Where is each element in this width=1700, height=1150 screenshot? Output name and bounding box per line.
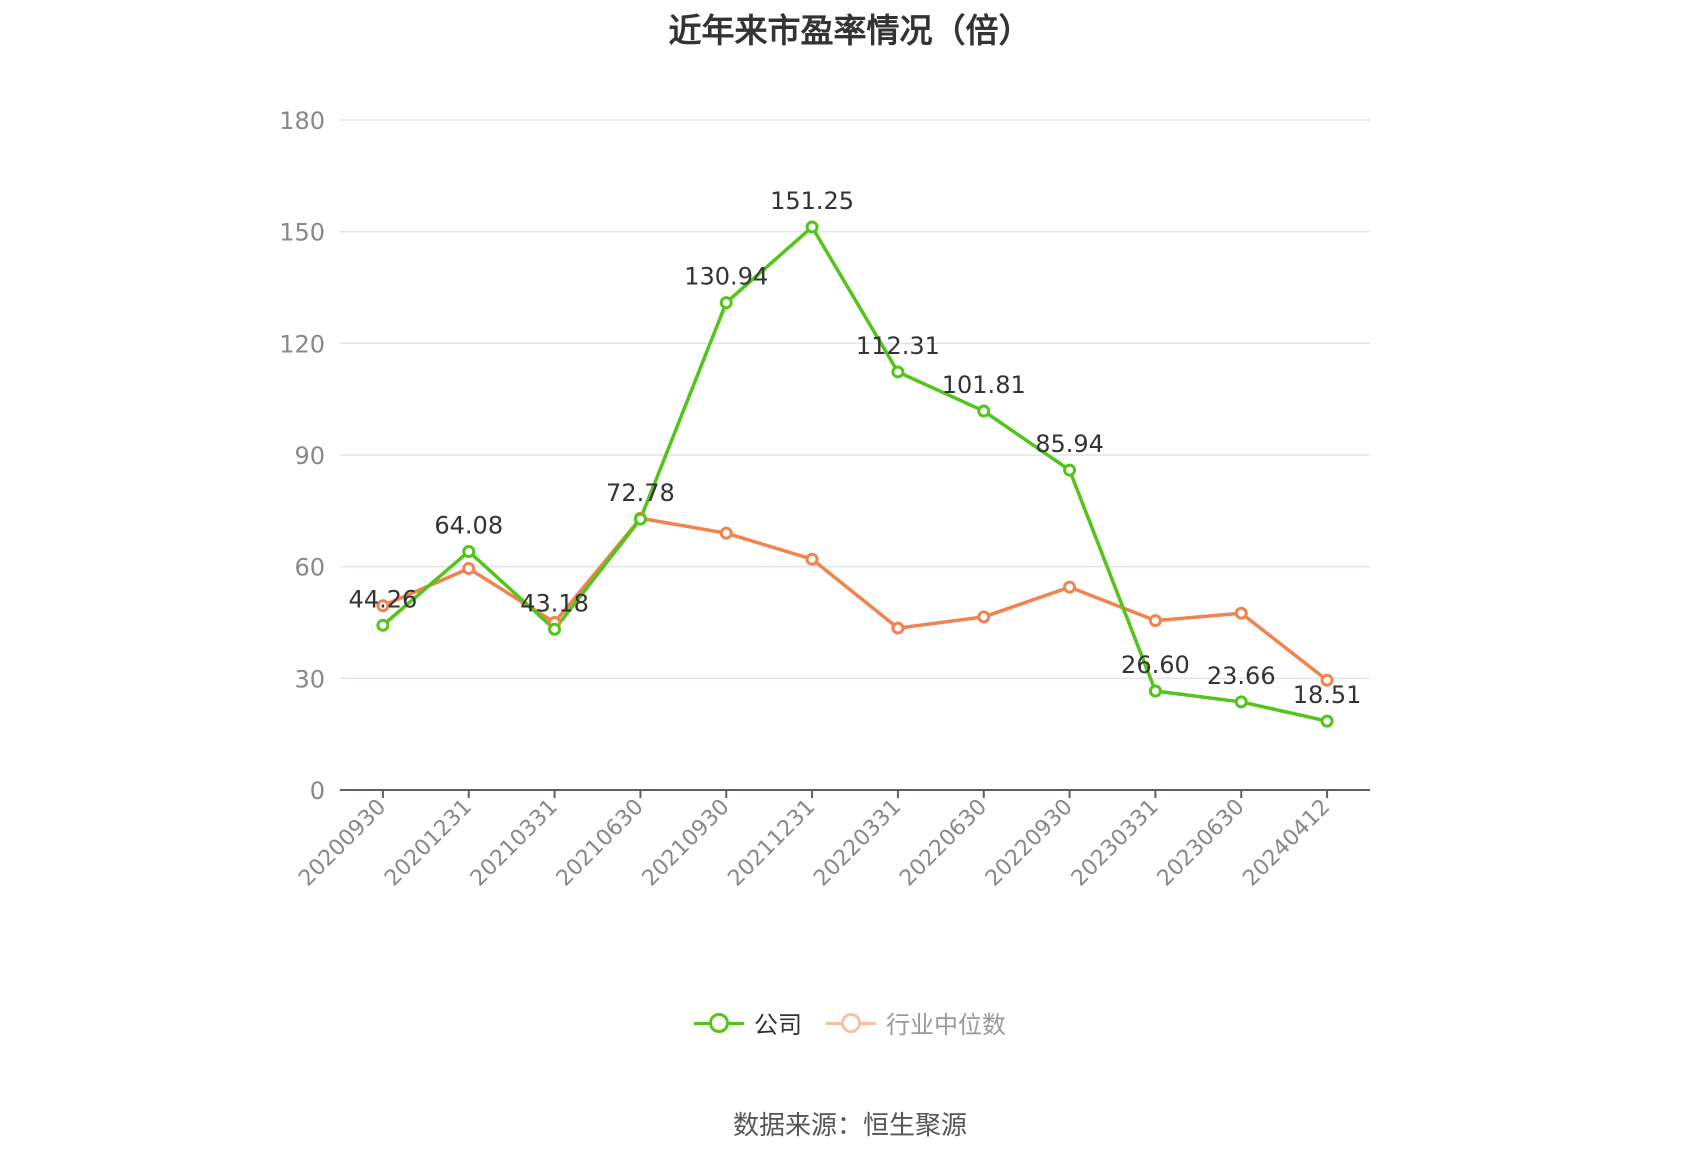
data-label: 112.31 — [856, 332, 940, 360]
data-label: 64.08 — [434, 511, 503, 539]
industry-median-series-line — [382, 516, 1329, 682]
legend-company-marker-icon — [694, 1011, 744, 1035]
industry-median-data-point — [1148, 614, 1162, 628]
industry-median-data-point — [977, 610, 991, 624]
legend-industry-median-label: 行业中位数 — [886, 1011, 1006, 1039]
x-tick-label: 20201231 — [380, 795, 477, 892]
company-data-point — [719, 296, 733, 310]
industry-median-data-point — [891, 621, 905, 635]
data-label: 26.60 — [1121, 651, 1190, 679]
data-label: 72.78 — [606, 479, 675, 507]
y-tick-label: 90 — [294, 442, 325, 470]
x-tick-label: 20210930 — [638, 795, 735, 892]
line-chart: 0 30 60 90 120 150 180 202009302020123120210331… — [279, 107, 1370, 892]
company-data-point — [1320, 714, 1334, 728]
data-label: 43.18 — [520, 589, 589, 617]
x-tick-label: 20210630 — [552, 795, 649, 892]
chart-title: 近年来市盈率情况（倍） — [668, 11, 1032, 50]
data-label: 85.94 — [1035, 430, 1104, 458]
legend-item-company[interactable]: 公司 — [694, 1005, 802, 1040]
x-tick-label: 20240412 — [1238, 795, 1335, 892]
x-tick-label: 20211231 — [723, 795, 820, 892]
industry-median-data-point — [719, 526, 733, 540]
x-tick-label: 20220630 — [895, 795, 992, 892]
x-tick-label: 20230331 — [1067, 795, 1164, 892]
y-tick-label: 60 — [294, 554, 325, 582]
data-label: 130.94 — [684, 263, 768, 291]
legend-industry-marker-icon — [826, 1011, 876, 1035]
data-label: 44.26 — [349, 585, 418, 613]
industry-median-data-point — [1234, 606, 1248, 620]
y-tick-label: 0 — [310, 777, 325, 805]
data-label: 151.25 — [770, 187, 854, 215]
company-data-point — [1063, 463, 1077, 477]
company-data-point — [891, 365, 905, 379]
legend-item-industry-median[interactable]: 行业中位数 — [826, 1005, 1006, 1040]
x-tick-label: 20200930 — [294, 795, 391, 892]
source-note: 数据来源：恒生聚源 — [732, 1111, 967, 1141]
industry-median-data-point — [1063, 580, 1077, 594]
company-data-point — [548, 622, 562, 636]
company-data-point — [376, 618, 390, 632]
company-data-point — [462, 544, 476, 558]
y-tick-label: 120 — [279, 330, 325, 358]
company-series-line — [381, 225, 1328, 723]
company-data-point — [805, 220, 819, 234]
legend-company-label: 公司 — [754, 1011, 802, 1039]
x-tick-label: 20210331 — [466, 795, 563, 892]
legend: 公司 行业中位数 — [0, 1005, 1700, 1040]
industry-median-data-point — [462, 562, 476, 576]
y-tick-label: 30 — [294, 665, 325, 693]
company-data-point — [1148, 684, 1162, 698]
industry-median-data-point — [1320, 673, 1334, 687]
x-tick-label: 20220930 — [981, 795, 1078, 892]
company-data-point — [1234, 695, 1248, 709]
industry-median-data-point — [805, 552, 819, 566]
data-label: 23.66 — [1207, 662, 1276, 690]
y-tick-label: 180 — [279, 107, 325, 135]
company-data-point — [977, 404, 991, 418]
data-label: 18.51 — [1293, 681, 1362, 709]
y-tick-label: 150 — [279, 219, 325, 247]
x-tick-label: 20230630 — [1153, 795, 1250, 892]
industry-median-data-point — [376, 599, 390, 613]
data-label: 101.81 — [942, 371, 1026, 399]
x-tick-label: 20220331 — [809, 795, 906, 892]
company-data-point — [633, 512, 647, 526]
